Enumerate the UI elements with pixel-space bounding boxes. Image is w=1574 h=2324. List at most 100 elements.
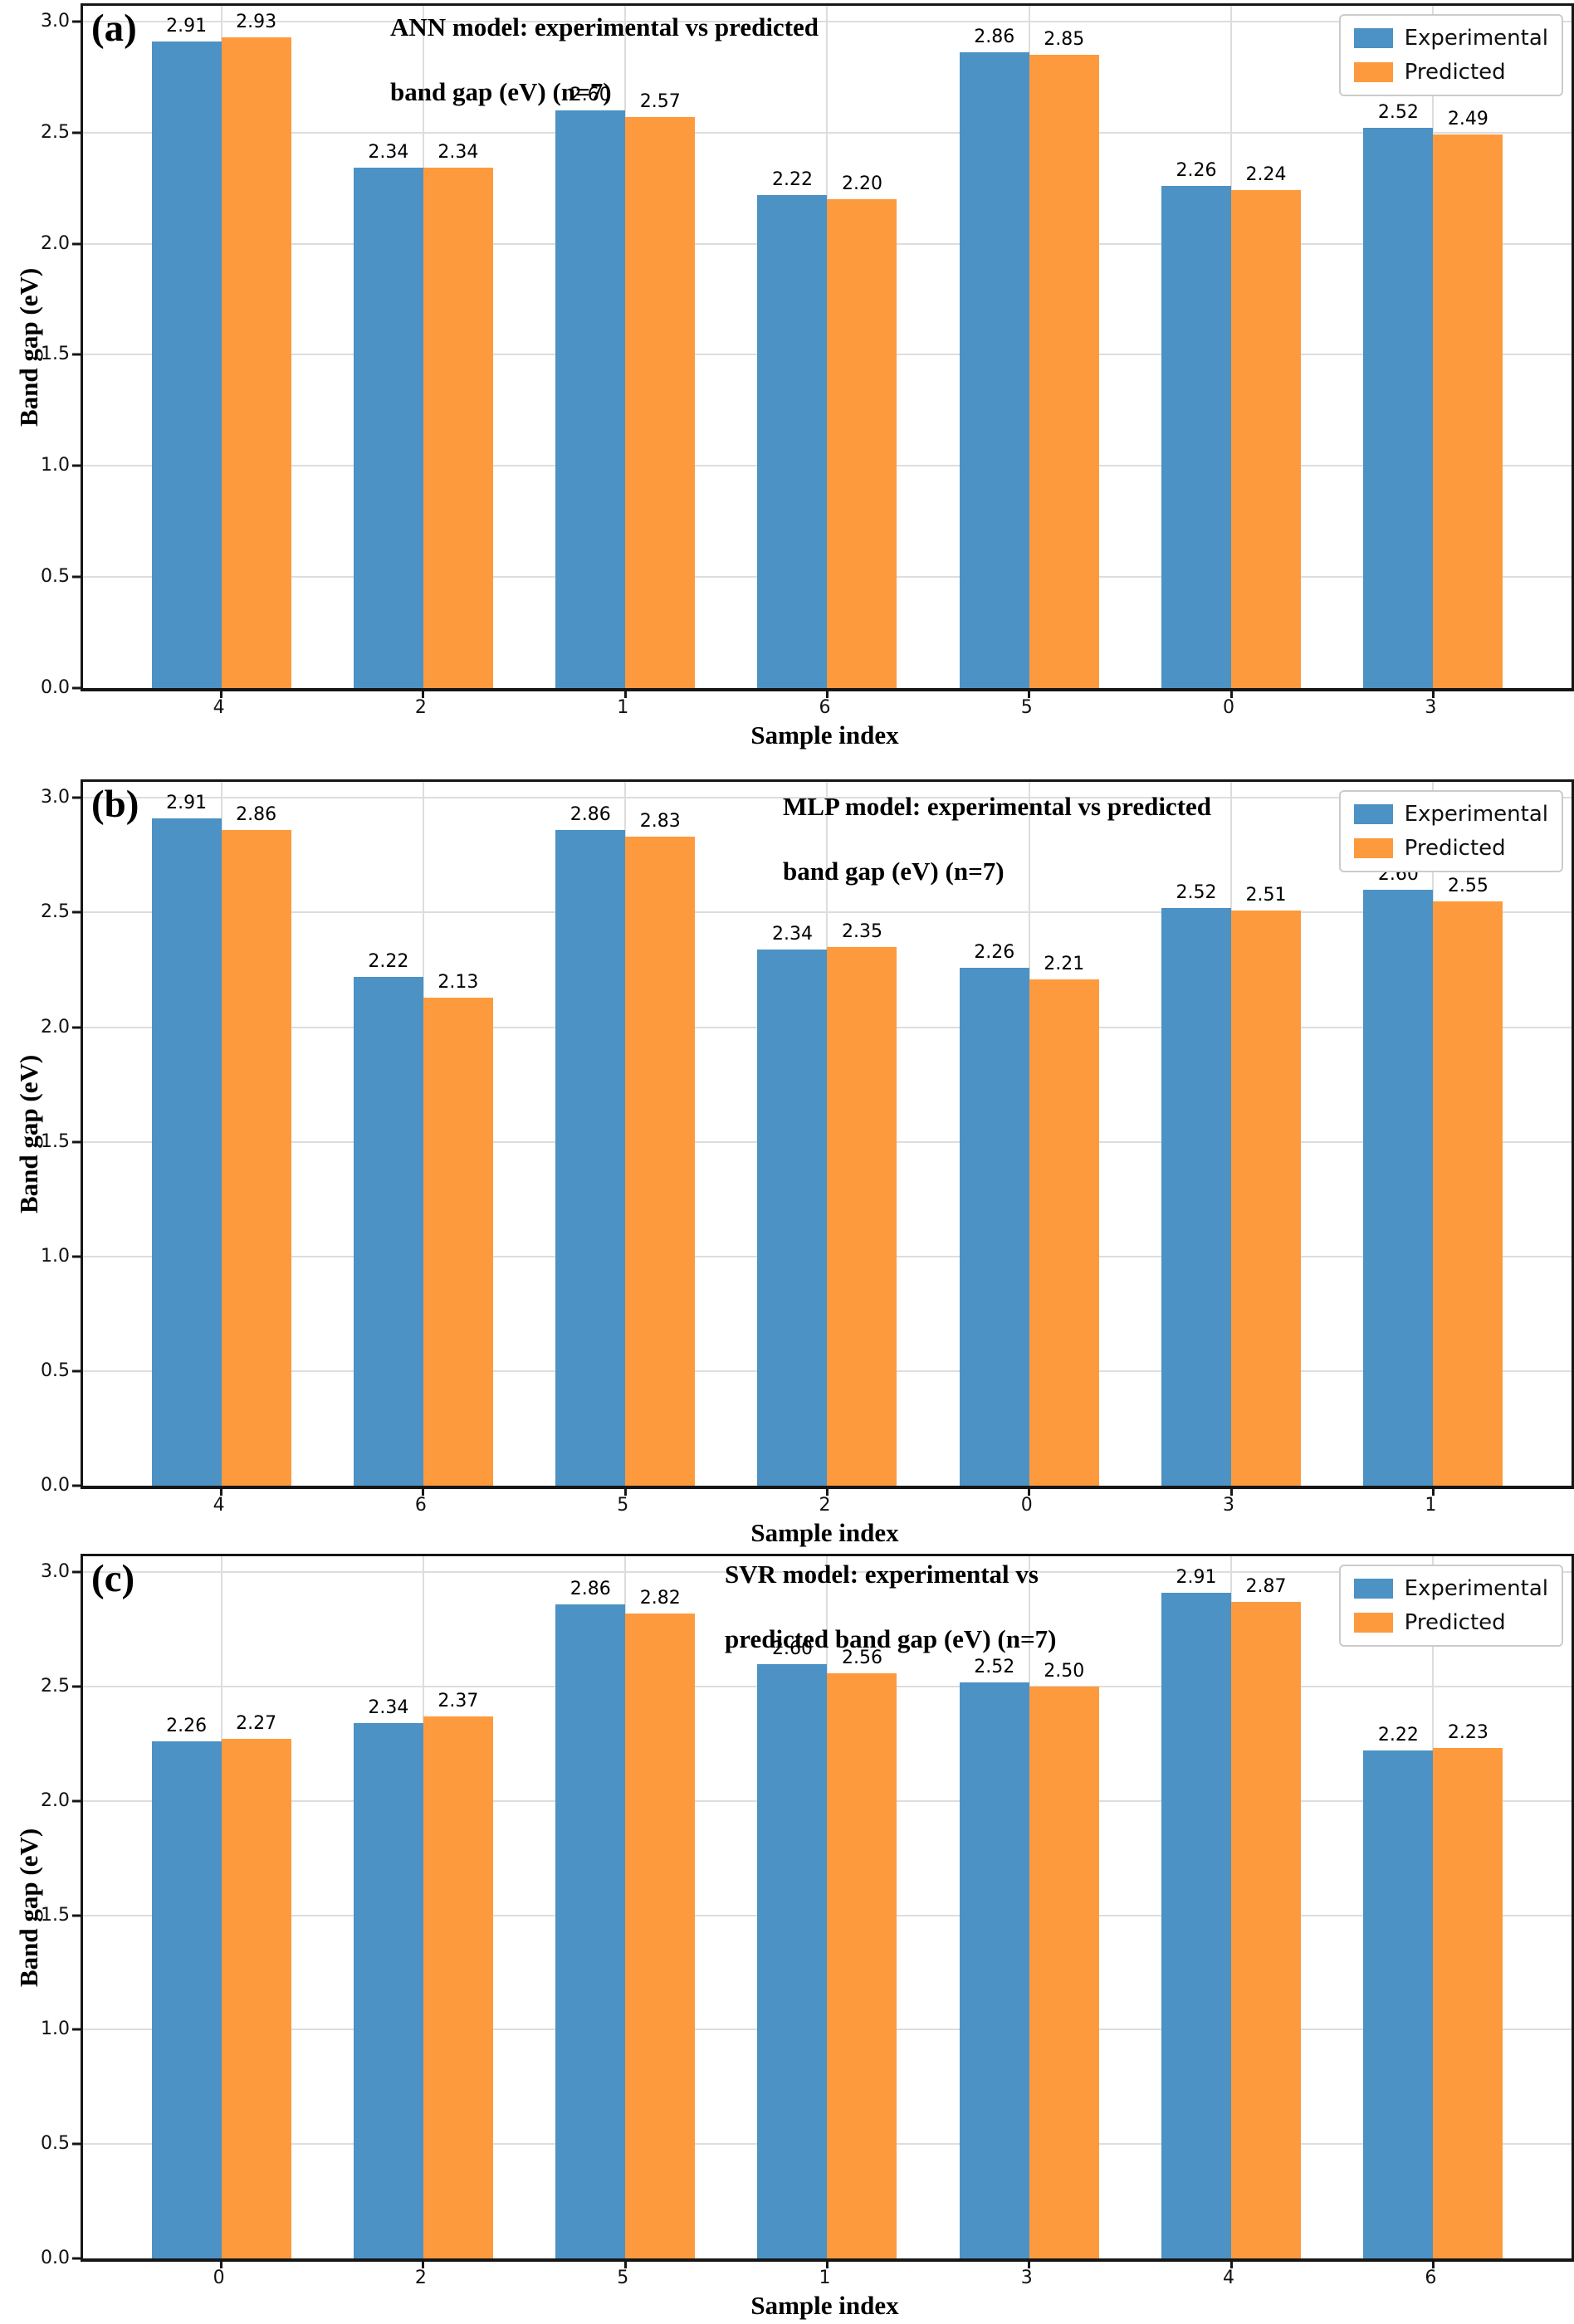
y-tick-label: 2.5 [41,1676,70,1697]
bar-value-label-experimental: 2.26 [974,941,1015,963]
x-tick-label: 6 [819,697,831,718]
y-tick-mark [72,2142,81,2146]
bar-experimental [1161,907,1232,1486]
bar-value-label-predicted: 2.51 [1245,884,1287,906]
x-tick-label: 6 [414,1495,427,1516]
x-tick-label: 6 [1425,2268,1437,2288]
y-tick-mark [72,1255,81,1258]
title-line-1: MLP model: experimental vs predicted [783,792,1212,821]
bar-predicted [1029,979,1099,1486]
y-gridline [83,131,1572,134]
legend-row-experimental: Experimental [1353,26,1548,51]
experimental-swatch [1353,28,1393,48]
bar-predicted [1433,1748,1503,2258]
x-tick-label: 3 [1223,1495,1235,1516]
y-tick-mark [72,20,81,23]
bar-value-label-experimental: 2.91 [1176,1567,1217,1589]
plot-area-c: (c) SVR model: experimental vs predicted… [14,1554,1574,2268]
legend-label-predicted: Predicted [1404,836,1506,861]
y-tick-label: 0.0 [41,1475,70,1496]
y-tick-label: 2.0 [41,1789,70,1811]
y-tick-mark [72,131,81,134]
x-tick-label: 3 [1020,2268,1033,2288]
y-tick-label: 3.0 [41,787,70,808]
bar-group: 2.34 2.34 [322,6,524,698]
bar-value-label-predicted: 2.87 [1245,1576,1287,1598]
y-tick-mark [72,1026,81,1029]
x-tick-label: 5 [1020,697,1033,718]
bar-value-label-predicted: 2.55 [1447,875,1488,896]
x-tick-mark [1028,2258,1031,2268]
y-tick-label: 1.0 [41,1245,70,1267]
y-gridline [83,797,1572,799]
legend-label-experimental: Experimental [1404,802,1548,827]
bar-experimental [151,818,222,1486]
y-axis-label: Band gap (eV) [14,1054,43,1213]
bar-experimental [1161,1593,1232,2258]
predicted-swatch [1353,62,1393,82]
bar-experimental [757,1663,828,2258]
bar-value-label-predicted: 2.93 [236,11,277,32]
bar-value-label-experimental: 2.34 [368,1697,409,1719]
x-axis-label: Sample index [750,720,899,749]
bar-value-label-predicted: 2.49 [1447,109,1488,130]
bar-value-label-experimental: 2.22 [1377,1725,1419,1746]
y-tick-label: 2.5 [41,121,70,143]
bar-group: 2.26 2.24 [1130,6,1332,698]
bar-predicted [1231,910,1302,1486]
legend-label-experimental: Experimental [1404,26,1548,51]
bar-value-label-predicted: 2.85 [1044,28,1085,50]
x-tick-mark [825,688,829,698]
x-tick-mark [1431,2258,1435,2268]
bar-experimental [1363,1750,1434,2258]
x-tick-mark [1028,688,1031,698]
bar-predicted [1433,901,1503,1486]
y-tick-label: 0.5 [41,1360,70,1381]
y-tick-mark [72,353,81,356]
bar-value-label-experimental: 2.91 [166,793,208,814]
y-tick-label: 0.5 [41,2133,70,2155]
bar-predicted [423,1716,493,2258]
x-axis-label: Sample index [750,1518,899,1547]
legend-row-predicted: Predicted [1353,61,1548,84]
bar-value-label-predicted: 2.83 [639,811,681,832]
y-tick-mark [72,686,81,690]
x-tick-mark [220,688,223,698]
bar-experimental [959,1682,1029,2258]
x-tick-label: 0 [213,2268,225,2288]
panel-letter-a: (a) [91,7,137,50]
bar-group: 2.91 2.93 [120,6,322,698]
bar-group: 2.22 2.13 [322,782,524,1496]
bar-group: 2.86 2.85 [928,6,1130,698]
x-tick-label: 3 [1425,697,1437,718]
bar-predicted [1231,1602,1302,2258]
x-tick-mark [623,688,627,698]
y-tick-label: 1.5 [41,1130,70,1152]
title-line-1: ANN model: experimental vs predicted [390,12,819,42]
bar-experimental [353,168,423,688]
bar-value-label-experimental: 2.86 [974,27,1015,48]
legend-row-predicted: Predicted [1353,1611,1548,1634]
bar-groups-a: 2.91 2.93 2.34 2.34 2.60 2.57 2.22 2.20 2.86 2.85… [83,6,1572,698]
y-tick-mark [72,911,81,914]
y-tick-label: 3.0 [41,1561,70,1583]
x-tick-label: 4 [1223,2268,1235,2288]
bar-group: 2.26 2.27 [120,1556,322,2268]
title-line-2: predicted band gap (eV) (n=7) [725,1624,1057,1653]
bar-predicted [827,1672,897,2258]
predicted-swatch [1353,838,1393,858]
x-tick-mark [1229,1486,1233,1496]
x-tick-label: 1 [617,697,629,718]
bar-experimental [353,1723,423,2258]
y-tick-label: 0.0 [41,677,70,698]
bar-experimental [959,967,1029,1486]
legend-c: Experimental Predicted [1338,1565,1563,1647]
x-tick-mark [422,688,425,698]
bar-value-label-experimental: 2.26 [166,1716,208,1737]
y-gridline [83,911,1572,914]
bar-value-label-predicted: 2.20 [841,173,882,194]
x-axis-label: Sample index [750,2291,899,2320]
bar-value-label-experimental: 2.52 [974,1656,1015,1677]
y-axis-a: 0.0 0.5 1.0 1.5 2.0 2.5 3.0 [41,6,1572,697]
x-tick-mark [1229,2258,1233,2268]
